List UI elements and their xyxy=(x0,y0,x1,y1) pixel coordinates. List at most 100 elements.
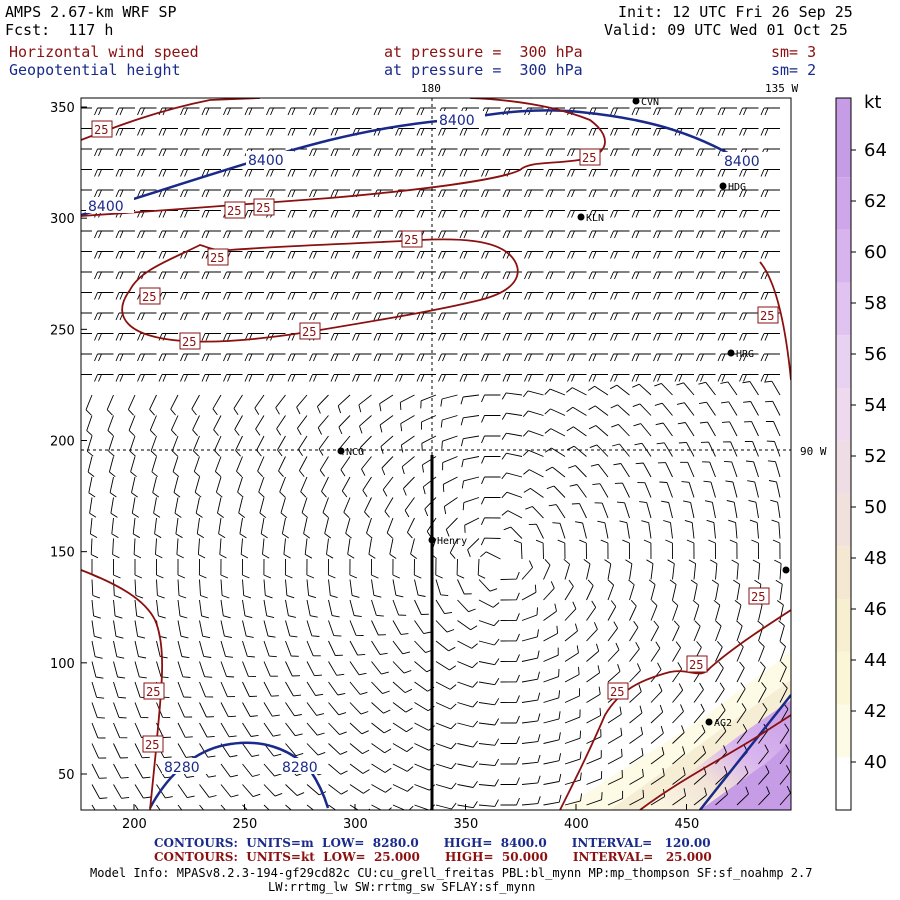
wind-barb xyxy=(86,435,94,457)
wind-barb xyxy=(481,189,501,198)
speed-label-25: 25 xyxy=(94,123,108,137)
wind-barb xyxy=(137,169,157,177)
wind-barb xyxy=(352,374,372,382)
wind-barb xyxy=(656,442,673,457)
wind-barb xyxy=(513,539,523,560)
wind-barb xyxy=(201,210,221,218)
wind-barb xyxy=(389,538,397,559)
wind-barb xyxy=(721,401,738,416)
wind-barb xyxy=(522,430,544,437)
wind-barb xyxy=(629,789,645,806)
wind-barb xyxy=(717,312,737,321)
wind-barb xyxy=(317,415,329,435)
wind-barb xyxy=(564,688,581,703)
wind-barb xyxy=(464,517,480,533)
speed-label-25: 25 xyxy=(210,251,224,265)
wind-barb xyxy=(692,599,700,621)
wind-barb xyxy=(201,271,221,280)
wind-barb xyxy=(242,681,258,697)
wind-barb xyxy=(177,722,193,738)
wind-barb xyxy=(717,128,737,136)
wind-barb xyxy=(629,747,644,765)
field1-smoothing: sm= 3 xyxy=(771,43,817,61)
wind-barb xyxy=(438,292,458,300)
wind-barb xyxy=(545,189,565,198)
wind-barb xyxy=(588,169,608,177)
wind-barb xyxy=(328,702,347,716)
field2-smoothing: sm= 2 xyxy=(771,61,817,79)
colorbar-label: 60 xyxy=(864,242,887,263)
wind-barb xyxy=(421,435,437,451)
wind-barb xyxy=(330,292,350,300)
wind-barb xyxy=(134,599,145,619)
wind-barb xyxy=(586,750,602,765)
wind-barb xyxy=(669,579,677,601)
wind-barb xyxy=(177,702,193,718)
wind-barb xyxy=(254,394,265,415)
wind-barb xyxy=(435,762,457,770)
wind-barb xyxy=(733,579,741,601)
wind-barb xyxy=(438,251,458,259)
wind-barb xyxy=(371,681,390,695)
wind-barb xyxy=(648,579,656,601)
wind-barb xyxy=(382,476,394,497)
wind-barb xyxy=(395,374,415,382)
wind-barb xyxy=(296,394,308,415)
wind-barb xyxy=(760,128,780,136)
wind-barb xyxy=(327,558,336,579)
wind-barb xyxy=(180,230,200,239)
wind-barb xyxy=(563,558,571,580)
wind-barb xyxy=(158,374,178,382)
wind-barb xyxy=(177,620,189,639)
wind-barb xyxy=(502,148,522,157)
stations: CVN HDG KLN HRG NCO Henry AG2 xyxy=(337,97,790,729)
wind-barb xyxy=(177,784,195,799)
wind-barb xyxy=(88,476,96,498)
valid-time: Valid: 09 UTC Wed 01 Oct 25 xyxy=(604,21,848,39)
wind-barb xyxy=(674,353,694,362)
wind-barb xyxy=(760,353,780,362)
colorbar-label: 54 xyxy=(864,395,887,416)
wind-barb xyxy=(523,488,544,498)
wind-barb xyxy=(345,517,352,539)
wind-barb xyxy=(760,251,780,259)
wind-barb xyxy=(287,107,307,116)
wind-barb xyxy=(134,743,150,759)
axes: 200 250 300 350 400 450 50 100 150 200 250 300 350 xyxy=(50,101,699,832)
wind-barb xyxy=(478,758,499,767)
wind-barb xyxy=(628,579,635,601)
wind-barb xyxy=(392,558,400,579)
wind-barb xyxy=(213,415,222,436)
wind-barb xyxy=(736,765,749,785)
wind-barb xyxy=(765,420,781,437)
y-tick-label: 100 xyxy=(50,657,75,672)
wind-barb xyxy=(435,702,457,710)
wind-barb xyxy=(113,620,124,639)
wind-barb xyxy=(438,353,458,362)
wind-barb xyxy=(106,394,114,416)
wind-barb xyxy=(395,148,415,157)
wind-barb xyxy=(522,449,544,457)
wind-barb xyxy=(401,456,415,475)
wind-barb xyxy=(87,456,95,477)
wind-barb xyxy=(461,476,480,489)
wind-barb xyxy=(481,169,501,177)
wind-barb xyxy=(258,476,265,498)
wind-barb xyxy=(743,421,759,437)
wind-barb xyxy=(414,640,433,654)
wind-barb xyxy=(674,107,694,116)
wind-barb xyxy=(373,169,393,177)
wind-barb xyxy=(309,312,329,321)
wind-barb xyxy=(745,460,759,478)
wind-barb xyxy=(113,640,125,659)
wind-barb xyxy=(693,724,706,744)
wind-barb xyxy=(545,210,565,218)
wind-barb xyxy=(223,128,243,136)
wind-barb xyxy=(521,796,541,806)
wind-barb xyxy=(176,538,184,559)
wind-barb xyxy=(521,629,539,642)
wind-barb xyxy=(359,435,372,455)
wind-barb xyxy=(524,230,544,239)
wind-barb xyxy=(743,401,759,416)
wind-barb xyxy=(442,456,458,471)
